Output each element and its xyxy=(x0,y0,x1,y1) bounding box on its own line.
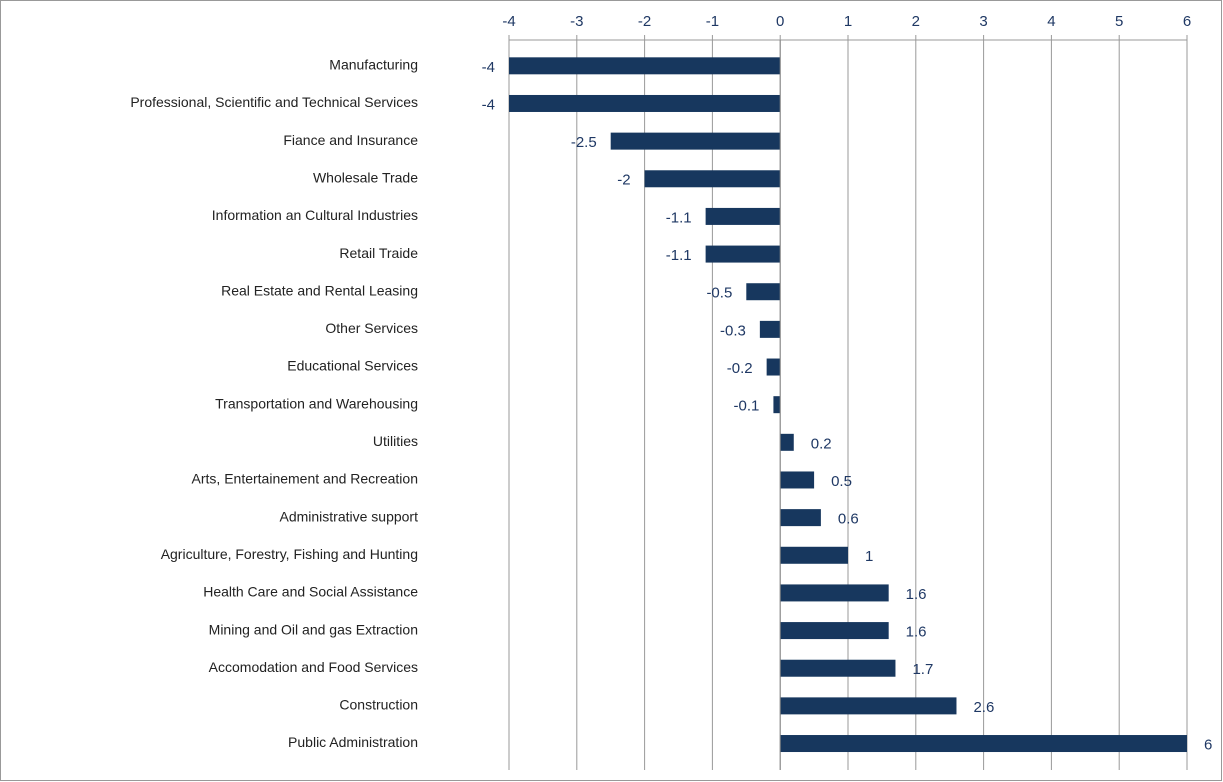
category-label: Public Administration xyxy=(288,734,418,750)
category-label: Accomodation and Food Services xyxy=(209,659,418,675)
value-label: 1 xyxy=(865,548,873,565)
value-label: 6 xyxy=(1204,736,1212,753)
category-label: Utilities xyxy=(373,433,418,449)
value-label: 2.6 xyxy=(973,699,994,716)
x-tick-label: -2 xyxy=(638,13,651,30)
category-label: Health Care and Social Assistance xyxy=(203,584,418,600)
value-label: 1.7 xyxy=(912,661,933,678)
bar xyxy=(746,283,781,301)
category-label: Professional, Scientific and Technical S… xyxy=(130,94,418,110)
category-label: Agriculture, Forestry, Fishing and Hunti… xyxy=(161,546,418,562)
value-label: -0.2 xyxy=(727,360,753,377)
category-label: Real Estate and Rental Leasing xyxy=(221,282,418,298)
value-label: -4 xyxy=(482,96,495,113)
value-label: -0.3 xyxy=(720,322,746,339)
value-label: 1.6 xyxy=(906,586,927,603)
category-label: Manufacturing xyxy=(329,57,418,73)
bar xyxy=(780,509,821,527)
x-tick-label: 4 xyxy=(1047,13,1055,30)
x-tick-label: 2 xyxy=(912,13,920,30)
category-label: Transportation and Warehousing xyxy=(215,395,418,411)
value-label: -1.1 xyxy=(666,209,692,226)
x-tick-label: -4 xyxy=(502,13,515,30)
x-tick-label: 0 xyxy=(776,13,784,30)
category-label: Fiance and Insurance xyxy=(283,132,418,148)
category-label: Retail Traide xyxy=(339,245,418,261)
x-tick-label: -1 xyxy=(706,13,719,30)
value-label: 1.6 xyxy=(906,624,927,641)
x-tick-label: 6 xyxy=(1183,13,1191,30)
category-label: Mining and Oil and gas Extraction xyxy=(209,621,418,637)
bar xyxy=(610,132,781,150)
bar xyxy=(705,245,781,263)
bar xyxy=(780,433,794,451)
bar xyxy=(766,358,781,376)
value-label: 0.6 xyxy=(838,511,859,528)
bar xyxy=(780,546,848,564)
x-tick-label: -3 xyxy=(570,13,583,30)
bar xyxy=(759,320,781,338)
category-label: Arts, Entertainement and Recreation xyxy=(192,471,418,487)
bar xyxy=(773,396,781,414)
bar xyxy=(705,207,781,225)
value-label: -0.1 xyxy=(734,398,760,415)
value-label: -4 xyxy=(482,59,495,76)
category-label: Wholesale Trade xyxy=(313,169,418,185)
category-label: Construction xyxy=(339,697,418,713)
bar xyxy=(780,471,815,489)
x-tick-label: 3 xyxy=(979,13,987,30)
category-label: Other Services xyxy=(325,320,418,336)
bar xyxy=(780,584,889,602)
bar xyxy=(509,94,781,112)
category-label: Administrative support xyxy=(279,508,418,524)
value-label: -2.5 xyxy=(571,134,597,151)
bar xyxy=(780,659,896,677)
bar xyxy=(780,735,1187,753)
category-label: Educational Services xyxy=(287,358,418,374)
value-label: -0.5 xyxy=(706,285,732,302)
value-label: -2 xyxy=(617,172,630,189)
x-tick-label: 1 xyxy=(844,13,852,30)
value-label: -1.1 xyxy=(666,247,692,264)
value-label: 0.5 xyxy=(831,473,852,490)
value-label: 0.2 xyxy=(811,435,832,452)
x-tick-label: 5 xyxy=(1115,13,1123,30)
bar xyxy=(780,697,957,715)
bar xyxy=(780,622,889,640)
bar xyxy=(644,170,781,188)
bar xyxy=(509,57,781,75)
category-label: Information an Cultural Industries xyxy=(212,207,418,223)
